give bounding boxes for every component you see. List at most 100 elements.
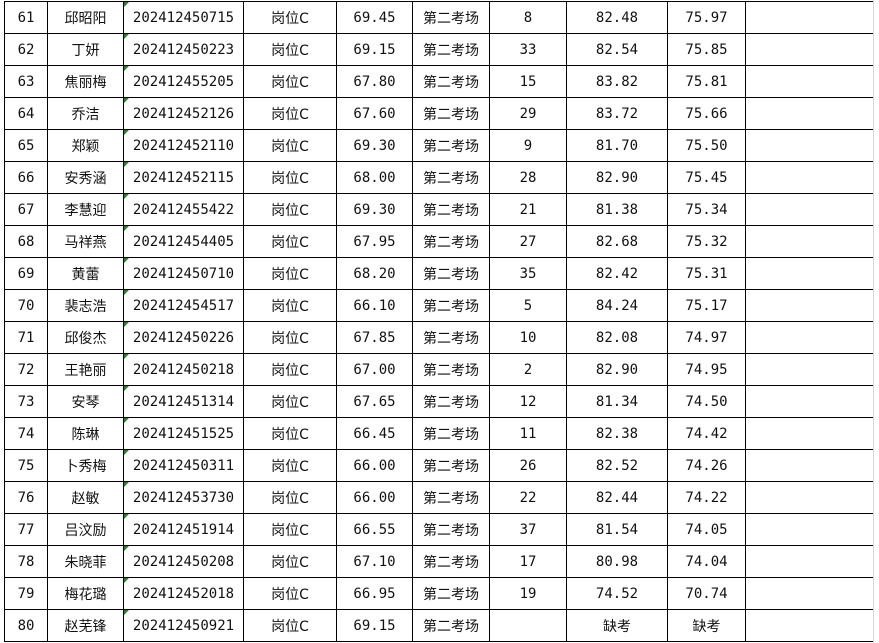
total-score-cell[interactable]: 75.50 — [667, 129, 746, 162]
total-score-cell[interactable]: 75.97 — [667, 1, 746, 34]
position-cell[interactable]: 岗位C — [243, 321, 337, 354]
seat-number-cell[interactable]: 10 — [489, 321, 567, 354]
name-cell[interactable]: 焦丽梅 — [47, 65, 124, 98]
name-cell[interactable]: 邱昭阳 — [47, 1, 124, 34]
candidate-id-cell[interactable]: 202412452110 — [123, 129, 244, 162]
candidate-id-cell[interactable]: 202412453730 — [123, 481, 244, 514]
seat-number-cell[interactable]: 33 — [489, 33, 567, 66]
interview-score-cell[interactable]: 74.52 — [566, 577, 668, 610]
exam-room-cell[interactable]: 第二考场 — [412, 513, 490, 546]
row-number[interactable]: 62 — [4, 33, 48, 66]
interview-score-cell[interactable]: 82.48 — [566, 1, 668, 34]
exam-room-cell[interactable]: 第二考场 — [412, 257, 490, 290]
position-cell[interactable]: 岗位C — [243, 353, 337, 386]
interview-score-cell[interactable]: 82.44 — [566, 481, 668, 514]
interview-score-cell[interactable]: 82.68 — [566, 225, 668, 258]
interview-score-cell[interactable]: 缺考 — [566, 609, 668, 642]
exam-room-cell[interactable]: 第二考场 — [412, 321, 490, 354]
exam-room-cell[interactable]: 第二考场 — [412, 33, 490, 66]
interview-score-cell[interactable]: 82.90 — [566, 353, 668, 386]
note-cell[interactable] — [745, 385, 874, 418]
name-cell[interactable]: 丁妍 — [47, 33, 124, 66]
seat-number-cell[interactable] — [489, 609, 567, 642]
name-cell[interactable]: 陈琳 — [47, 417, 124, 450]
total-score-cell[interactable]: 75.81 — [667, 65, 746, 98]
written-score-cell[interactable]: 67.95 — [336, 225, 413, 258]
seat-number-cell[interactable]: 11 — [489, 417, 567, 450]
candidate-id-cell[interactable]: 202412450311 — [123, 449, 244, 482]
candidate-id-cell[interactable]: 202412452018 — [123, 577, 244, 610]
row-number[interactable]: 65 — [4, 129, 48, 162]
written-score-cell[interactable]: 66.95 — [336, 577, 413, 610]
total-score-cell[interactable]: 75.34 — [667, 193, 746, 226]
candidate-id-cell[interactable]: 202412450218 — [123, 353, 244, 386]
candidate-id-cell[interactable]: 202412454517 — [123, 289, 244, 322]
note-cell[interactable] — [745, 289, 874, 322]
exam-room-cell[interactable]: 第二考场 — [412, 609, 490, 642]
seat-number-cell[interactable]: 26 — [489, 449, 567, 482]
name-cell[interactable]: 王艳丽 — [47, 353, 124, 386]
total-score-cell[interactable]: 75.31 — [667, 257, 746, 290]
exam-room-cell[interactable]: 第二考场 — [412, 577, 490, 610]
seat-number-cell[interactable]: 21 — [489, 193, 567, 226]
seat-number-cell[interactable]: 22 — [489, 481, 567, 514]
exam-room-cell[interactable]: 第二考场 — [412, 97, 490, 130]
total-score-cell[interactable]: 缺考 — [667, 609, 746, 642]
written-score-cell[interactable]: 66.55 — [336, 513, 413, 546]
seat-number-cell[interactable]: 9 — [489, 129, 567, 162]
row-number[interactable]: 78 — [4, 545, 48, 578]
row-number[interactable]: 80 — [4, 609, 48, 642]
exam-room-cell[interactable]: 第二考场 — [412, 1, 490, 34]
written-score-cell[interactable]: 69.15 — [336, 609, 413, 642]
written-score-cell[interactable]: 66.00 — [336, 481, 413, 514]
seat-number-cell[interactable]: 2 — [489, 353, 567, 386]
row-number[interactable]: 75 — [4, 449, 48, 482]
exam-room-cell[interactable]: 第二考场 — [412, 129, 490, 162]
position-cell[interactable]: 岗位C — [243, 545, 337, 578]
note-cell[interactable] — [745, 609, 874, 642]
candidate-id-cell[interactable]: 202412450710 — [123, 257, 244, 290]
note-cell[interactable] — [745, 449, 874, 482]
total-score-cell[interactable]: 74.05 — [667, 513, 746, 546]
note-cell[interactable] — [745, 513, 874, 546]
interview-score-cell[interactable]: 81.70 — [566, 129, 668, 162]
note-cell[interactable] — [745, 545, 874, 578]
row-number[interactable]: 67 — [4, 193, 48, 226]
row-number[interactable]: 73 — [4, 385, 48, 418]
note-cell[interactable] — [745, 321, 874, 354]
row-number[interactable]: 76 — [4, 481, 48, 514]
position-cell[interactable]: 岗位C — [243, 577, 337, 610]
total-score-cell[interactable]: 74.42 — [667, 417, 746, 450]
total-score-cell[interactable]: 74.95 — [667, 353, 746, 386]
interview-score-cell[interactable]: 82.54 — [566, 33, 668, 66]
exam-room-cell[interactable]: 第二考场 — [412, 193, 490, 226]
row-number[interactable]: 64 — [4, 97, 48, 130]
name-cell[interactable]: 卜秀梅 — [47, 449, 124, 482]
interview-score-cell[interactable]: 83.72 — [566, 97, 668, 130]
position-cell[interactable]: 岗位C — [243, 161, 337, 194]
candidate-id-cell[interactable]: 202412450921 — [123, 609, 244, 642]
total-score-cell[interactable]: 74.22 — [667, 481, 746, 514]
exam-room-cell[interactable]: 第二考场 — [412, 385, 490, 418]
row-number[interactable]: 71 — [4, 321, 48, 354]
interview-score-cell[interactable]: 82.38 — [566, 417, 668, 450]
name-cell[interactable]: 吕汶励 — [47, 513, 124, 546]
exam-room-cell[interactable]: 第二考场 — [412, 353, 490, 386]
seat-number-cell[interactable]: 15 — [489, 65, 567, 98]
interview-score-cell[interactable]: 80.98 — [566, 545, 668, 578]
position-cell[interactable]: 岗位C — [243, 609, 337, 642]
written-score-cell[interactable]: 66.00 — [336, 449, 413, 482]
name-cell[interactable]: 安秀涵 — [47, 161, 124, 194]
row-number[interactable]: 72 — [4, 353, 48, 386]
row-number[interactable]: 79 — [4, 577, 48, 610]
written-score-cell[interactable]: 69.45 — [336, 1, 413, 34]
row-number[interactable]: 70 — [4, 289, 48, 322]
interview-score-cell[interactable]: 82.90 — [566, 161, 668, 194]
position-cell[interactable]: 岗位C — [243, 65, 337, 98]
position-cell[interactable]: 岗位C — [243, 449, 337, 482]
candidate-id-cell[interactable]: 202412455422 — [123, 193, 244, 226]
exam-room-cell[interactable]: 第二考场 — [412, 65, 490, 98]
total-score-cell[interactable]: 74.26 — [667, 449, 746, 482]
interview-score-cell[interactable]: 83.82 — [566, 65, 668, 98]
written-score-cell[interactable]: 68.20 — [336, 257, 413, 290]
